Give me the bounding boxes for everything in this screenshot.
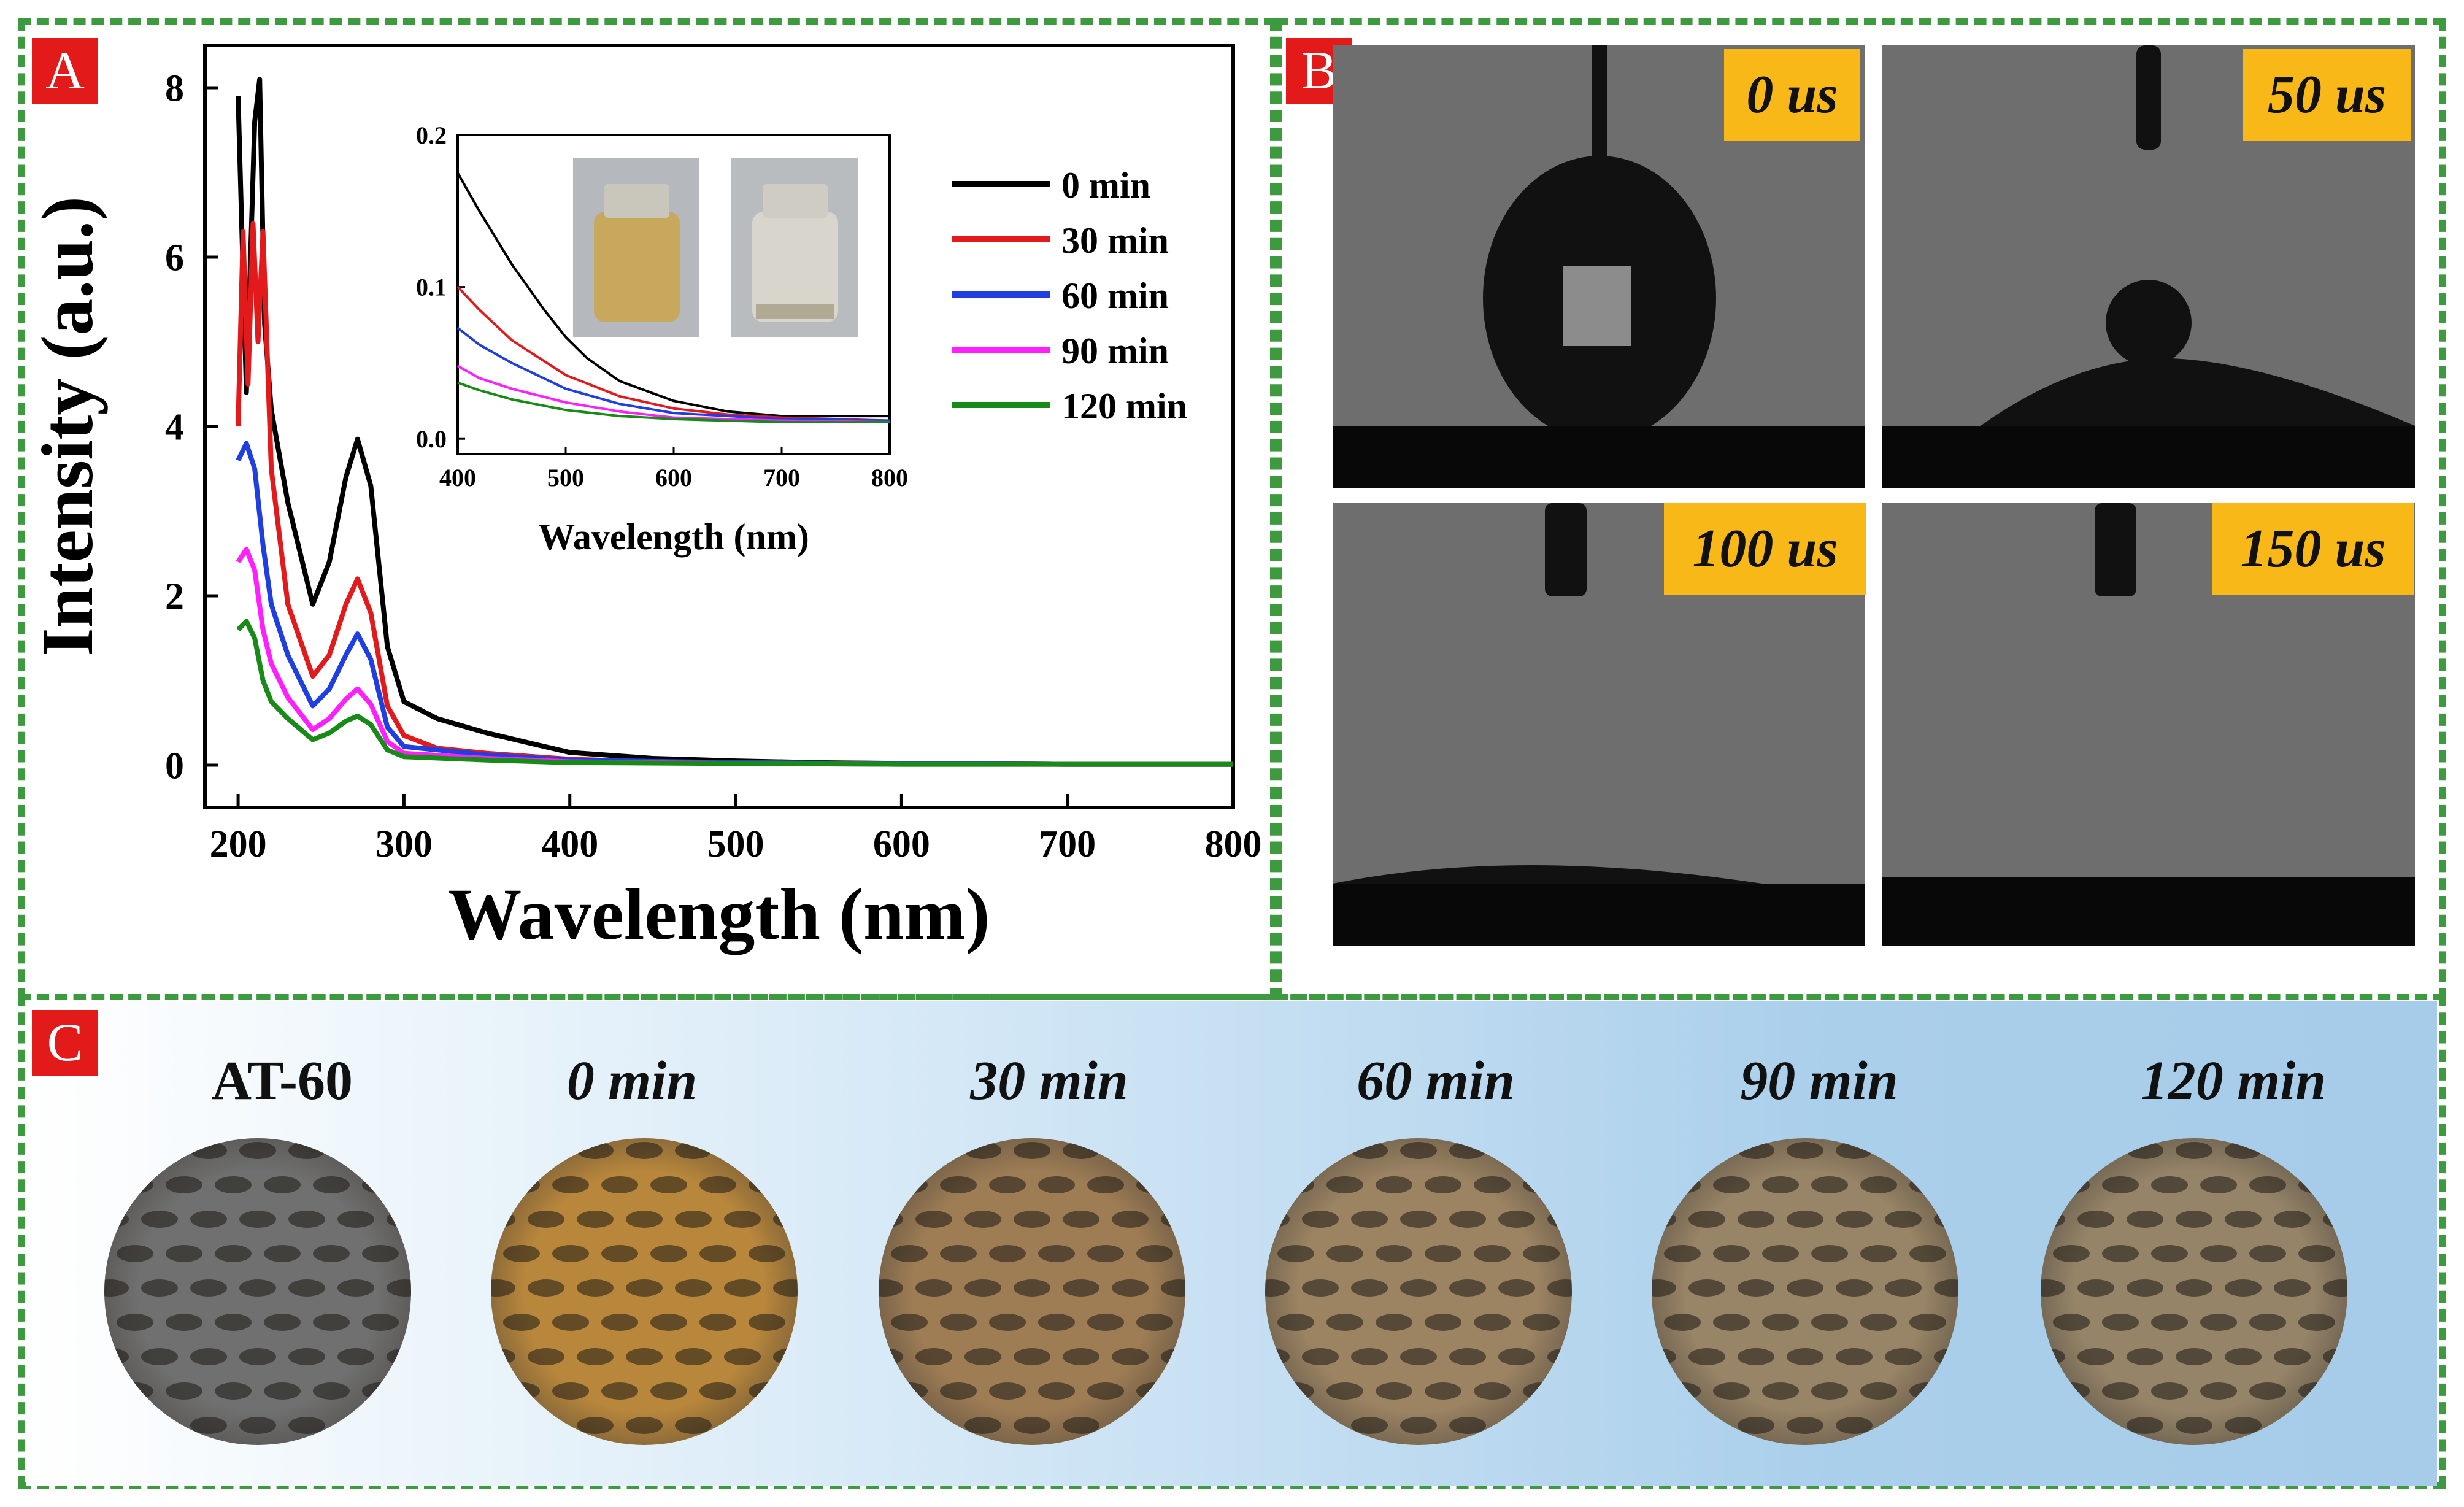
time-label-50us: 50 us (2243, 49, 2411, 141)
y-tick-label: 2 (165, 576, 184, 618)
x-tick-label: 700 (763, 464, 800, 491)
y-tick-label: 6 (165, 237, 184, 279)
y-tick-label: 0.0 (416, 425, 447, 453)
series-line-30-min (456, 286, 890, 422)
x-tick-label: 500 (547, 464, 584, 491)
x-tick-label: 400 (439, 464, 476, 491)
x-tick-label: 700 (1039, 823, 1096, 865)
legend-label: 0 min (1061, 165, 1150, 206)
series-line-90-min (457, 364, 890, 423)
series-line-120-min (236, 619, 1233, 767)
series-line-60-min (456, 326, 890, 422)
sample-label-90min: 90 min (1740, 1050, 1898, 1111)
legend-label: 60 min (1061, 276, 1169, 316)
mesh-photo-at60 (104, 1138, 411, 1445)
legend-label: 120 min (1061, 386, 1187, 426)
sample-label-30min: 30 min (970, 1050, 1128, 1111)
time-label-150us: 150 us (2212, 503, 2414, 595)
series-line-120-min (457, 381, 890, 423)
time-label-0us: 0 us (1724, 49, 1860, 141)
mesh-photo-0min (491, 1138, 798, 1445)
droplet-frame-150us (1882, 503, 2415, 946)
panel-c-background (26, 1001, 2437, 1486)
mesh-pattern (1652, 1142, 1958, 1434)
inset-x-axis-title: Wavelength (nm) (538, 517, 809, 557)
mesh-pattern (104, 1142, 411, 1434)
x-tick-label: 800 (1205, 823, 1262, 865)
mesh-pattern (2041, 1142, 2347, 1434)
y-axis-title: Intensity (a.u.) (26, 196, 108, 657)
x-axis-title: Wavelength (nm) (448, 873, 990, 955)
y-tick-label: 0 (165, 746, 184, 787)
sample-label-0min: 0 min (566, 1050, 698, 1111)
sample-label-120min: 120 min (2140, 1050, 2327, 1111)
x-tick-label: 800 (871, 464, 908, 491)
time-label-100us: 100 us (1664, 503, 1866, 595)
y-tick-label: 8 (165, 68, 184, 110)
panel-c-badge: C (32, 1010, 98, 1076)
vial-photo-before (573, 158, 699, 337)
uv-vis-chart: 200 300 400 500 600 700 800 0 2 4 6 8 Wavelength (n… (26, 44, 1262, 955)
x-tick-label: 300 (375, 823, 433, 865)
legend-label: 90 min (1061, 331, 1169, 371)
legend-label: 30 min (1061, 220, 1169, 261)
sample-label-at60: AT-60 (211, 1050, 353, 1111)
x-tick-label: 600 (873, 823, 930, 865)
mesh-pattern (879, 1142, 1185, 1434)
vial-photo-after (731, 158, 858, 337)
y-tick-label: 4 (165, 407, 184, 449)
mesh-photo-30min (879, 1138, 1185, 1445)
x-tick-label: 400 (541, 823, 598, 865)
x-tick-label: 600 (655, 464, 692, 491)
y-tick-label: 0.1 (416, 274, 447, 301)
x-tick-label: 200 (210, 823, 267, 865)
mesh-pattern (491, 1142, 798, 1434)
sample-label-60min: 60 min (1357, 1050, 1515, 1111)
mesh-photo-60min (1265, 1138, 1572, 1445)
series-line-0-min (456, 172, 890, 418)
x-tick-label: 500 (707, 823, 764, 865)
panel-a-badge: A (32, 38, 98, 104)
mesh-pattern (1265, 1142, 1572, 1434)
y-tick-label: 0.2 (416, 121, 447, 149)
mesh-photo-90min (1652, 1138, 1958, 1445)
mesh-photo-120min (2041, 1138, 2347, 1445)
